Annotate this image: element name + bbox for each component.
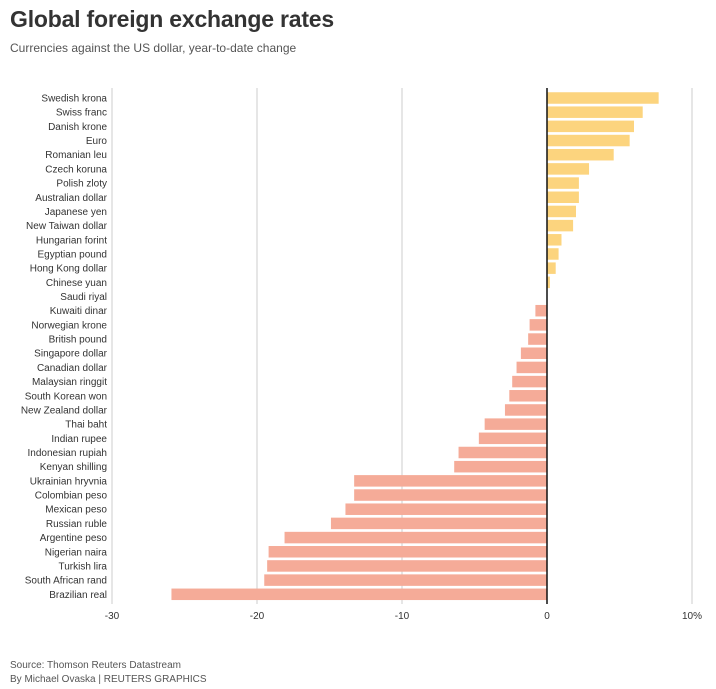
bar — [171, 588, 547, 601]
bar — [547, 163, 590, 175]
category-label: Thai baht — [65, 420, 107, 431]
category-label: Ukrainian hryvnia — [30, 476, 108, 487]
bar — [484, 418, 547, 430]
bar — [529, 319, 547, 331]
category-label: Malaysian ringgit — [32, 377, 107, 388]
category-label: British pound — [49, 335, 107, 346]
category-label: Saudi riyal — [60, 292, 107, 303]
bar — [284, 531, 547, 544]
bar — [478, 432, 547, 445]
category-label: Swiss franc — [56, 108, 107, 119]
category-label: Egyptian pound — [37, 249, 107, 260]
category-label: Colombian peso — [35, 491, 108, 502]
category-label: New Zealand dollar — [21, 405, 108, 416]
category-label: Mexican peso — [45, 505, 107, 516]
category-label: Norwegian krone — [31, 320, 107, 331]
bar — [509, 390, 547, 402]
bar — [547, 219, 574, 232]
x-tick-label: -20 — [250, 611, 265, 622]
bar — [512, 375, 547, 388]
x-tick-label: 10% — [682, 611, 702, 622]
category-label: Polish zloty — [56, 179, 107, 190]
bar — [454, 460, 547, 473]
bar — [547, 148, 614, 161]
bar — [547, 248, 559, 260]
bar — [354, 489, 547, 501]
bar — [458, 446, 547, 459]
bar — [547, 191, 579, 204]
bar — [547, 262, 556, 274]
bar — [547, 106, 643, 118]
category-label: Chinese yuan — [46, 278, 107, 289]
category-label: Nigerian naira — [45, 547, 108, 558]
bar — [268, 546, 547, 558]
bar — [520, 347, 547, 359]
category-label: New Taiwan dollar — [26, 221, 108, 232]
bar — [535, 304, 547, 317]
bar — [547, 177, 579, 189]
category-label: Canadian dollar — [37, 363, 108, 374]
category-label: Kenyan shilling — [40, 462, 107, 473]
category-label: Russian ruble — [46, 519, 108, 530]
category-label: Japanese yen — [45, 207, 107, 218]
category-label: Argentine peso — [40, 533, 108, 544]
chart-subtitle: Currencies against the US dollar, year-t… — [10, 41, 297, 55]
chart-title: Global foreign exchange rates — [10, 6, 334, 32]
bar — [547, 234, 562, 246]
x-tick-label: -10 — [395, 611, 410, 622]
byline: By Michael Ovaska | REUTERS GRAPHICS — [10, 674, 207, 685]
x-tick-label: -30 — [105, 611, 120, 622]
category-label: South African rand — [25, 576, 107, 587]
category-label: Indian rupee — [51, 434, 107, 445]
bar — [264, 574, 547, 586]
category-label: South Korean won — [25, 391, 107, 402]
category-label: Indonesian rupiah — [27, 448, 107, 459]
category-label: Swedish krona — [41, 94, 107, 105]
category-label: Hungarian forint — [36, 235, 107, 246]
bar — [267, 560, 547, 572]
bar-chart: -30 -20 -10 0 10% Swedish krona Swiss franc Dan… — [21, 88, 702, 622]
category-label: Euro — [86, 136, 108, 147]
category-label: Kuwaiti dinar — [50, 306, 108, 317]
bar — [516, 361, 547, 374]
bar — [504, 404, 547, 416]
x-tick-label: 0 — [544, 611, 550, 622]
category-label: Brazilian real — [49, 590, 107, 601]
source-note: Source: Thomson Reuters Datastream — [10, 660, 182, 671]
bar — [547, 205, 576, 218]
category-label: Singapore dollar — [34, 349, 107, 360]
bar — [547, 134, 630, 147]
bar — [528, 333, 547, 345]
bar — [547, 276, 550, 289]
category-label: Danish krone — [48, 122, 107, 133]
category-label: Hong Kong dollar — [30, 264, 108, 275]
bar — [330, 517, 547, 530]
bar — [547, 92, 659, 104]
category-label: Australian dollar — [35, 193, 107, 204]
category-label: Czech koruna — [45, 164, 107, 175]
bar — [354, 475, 547, 487]
category-label: Turkish lira — [58, 561, 107, 572]
bar — [345, 503, 547, 515]
bar — [547, 120, 634, 133]
category-label: Romanian leu — [45, 150, 107, 161]
